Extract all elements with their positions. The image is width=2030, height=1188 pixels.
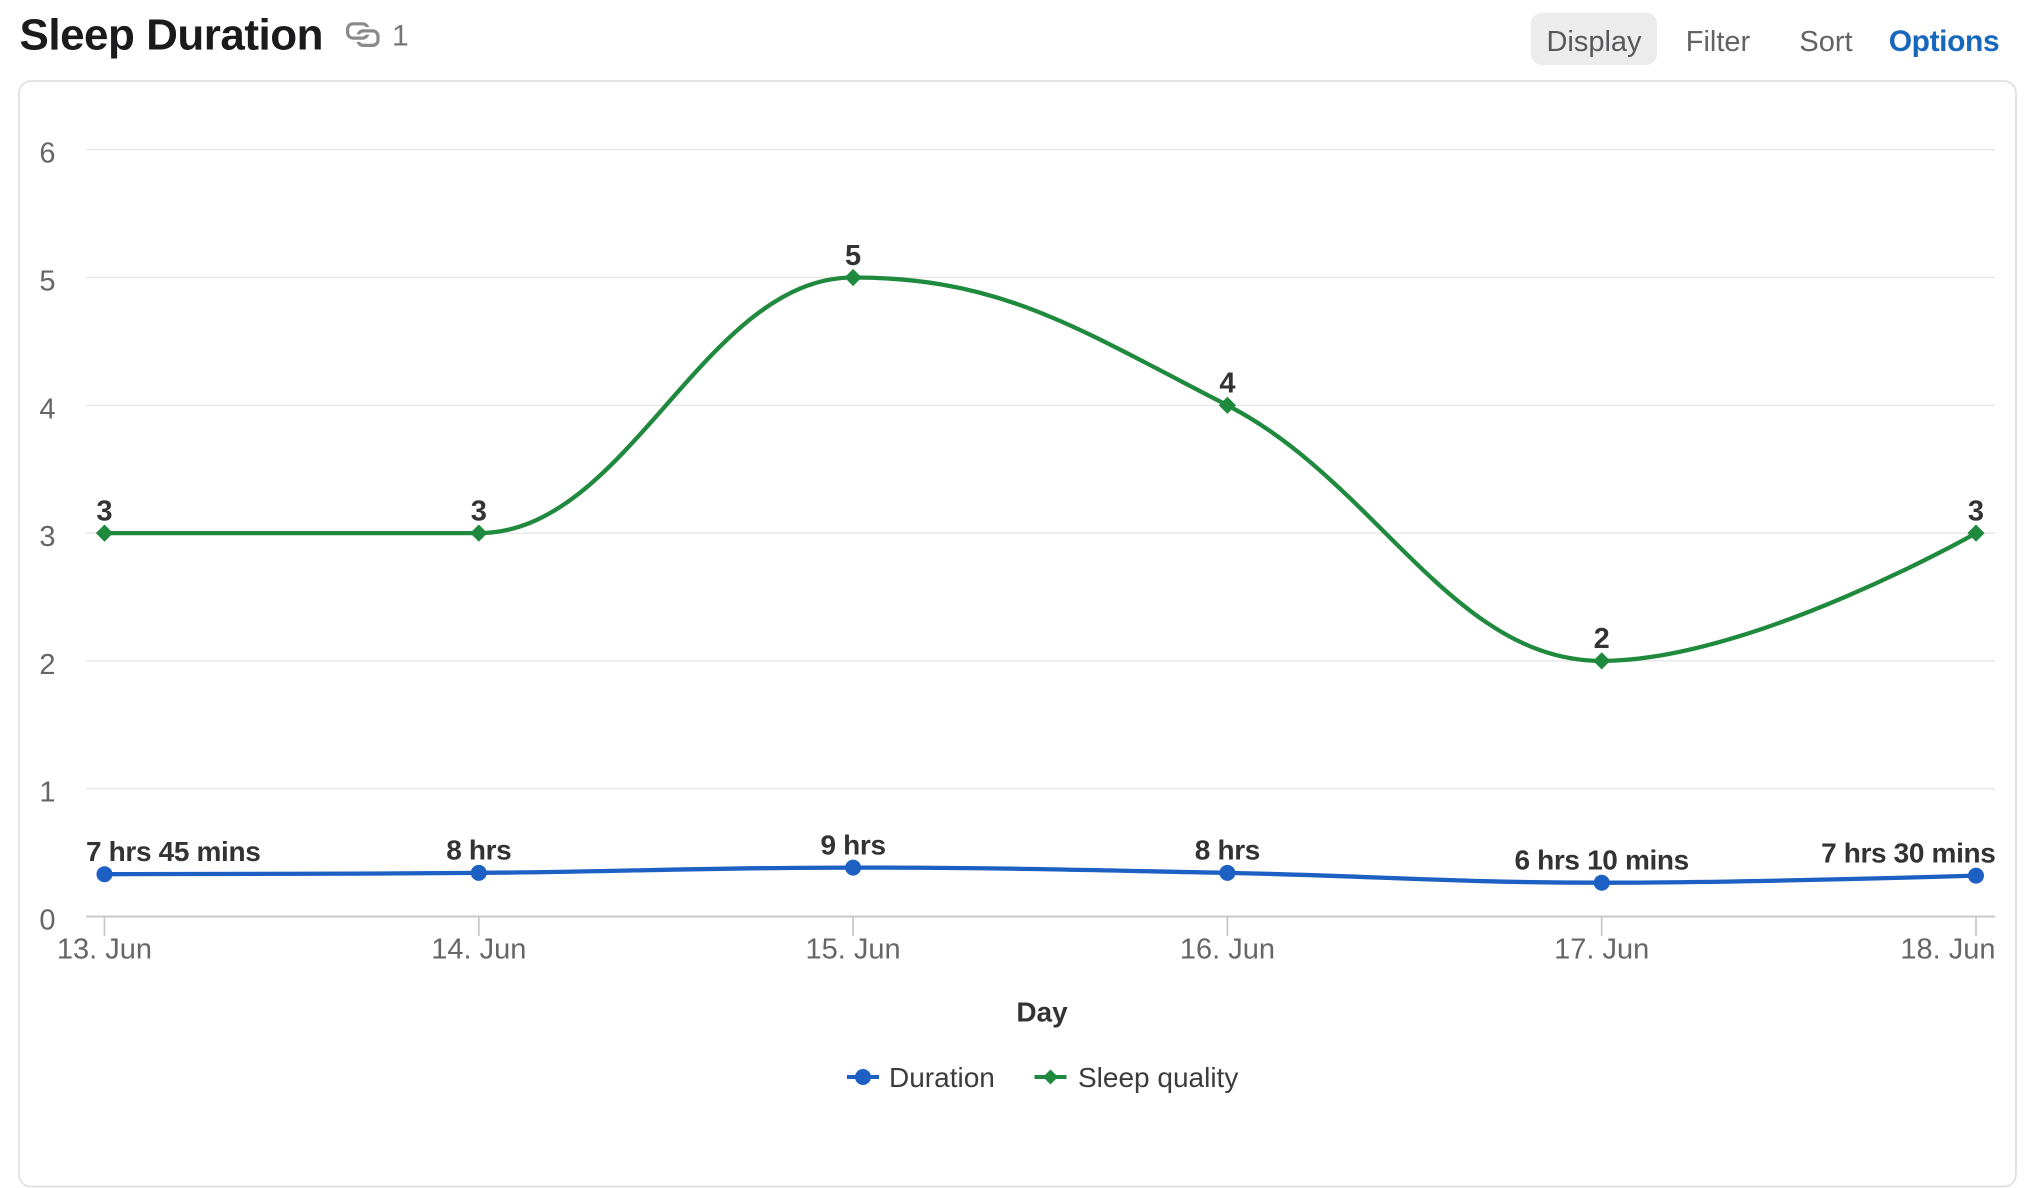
svg-text:2: 2: [39, 649, 55, 681]
svg-text:17. Jun: 17. Jun: [1554, 934, 1649, 966]
svg-text:14. Jun: 14. Jun: [431, 934, 526, 966]
svg-text:Duration: Duration: [889, 1062, 995, 1093]
svg-text:18. Jun: 18. Jun: [1900, 934, 1995, 966]
svg-text:6: 6: [39, 138, 55, 170]
svg-text:3: 3: [471, 495, 487, 527]
svg-text:5: 5: [39, 266, 55, 298]
svg-text:16. Jun: 16. Jun: [1180, 934, 1275, 966]
svg-text:Display: Display: [1546, 26, 1642, 58]
svg-text:9 hrs: 9 hrs: [821, 829, 886, 860]
svg-text:3: 3: [39, 521, 55, 553]
svg-text:4: 4: [1219, 368, 1235, 400]
svg-text:15. Jun: 15. Jun: [806, 934, 901, 966]
svg-text:8 hrs: 8 hrs: [1195, 835, 1260, 866]
svg-text:3: 3: [96, 495, 112, 527]
svg-text:5: 5: [845, 240, 861, 272]
svg-text:13. Jun: 13. Jun: [57, 934, 152, 966]
svg-text:6 hrs 10 mins: 6 hrs 10 mins: [1514, 844, 1688, 875]
svg-text:Day: Day: [1016, 997, 1068, 1028]
svg-text:8 hrs: 8 hrs: [446, 835, 511, 866]
svg-text:1: 1: [392, 20, 409, 53]
svg-text:Options: Options: [1889, 25, 2000, 58]
svg-text:0: 0: [39, 905, 55, 937]
svg-text:Filter: Filter: [1686, 26, 1751, 58]
svg-text:7 hrs 30 mins: 7 hrs 30 mins: [1821, 837, 1995, 868]
svg-text:7 hrs 45 mins: 7 hrs 45 mins: [86, 836, 260, 867]
svg-text:1: 1: [39, 777, 55, 809]
svg-text:Sort: Sort: [1799, 26, 1852, 58]
svg-text:Sleep quality: Sleep quality: [1078, 1062, 1238, 1093]
svg-text:3: 3: [1968, 495, 1984, 527]
svg-text:2: 2: [1594, 623, 1610, 655]
svg-text:4: 4: [39, 393, 55, 425]
svg-text:Sleep Duration: Sleep Duration: [20, 11, 324, 60]
